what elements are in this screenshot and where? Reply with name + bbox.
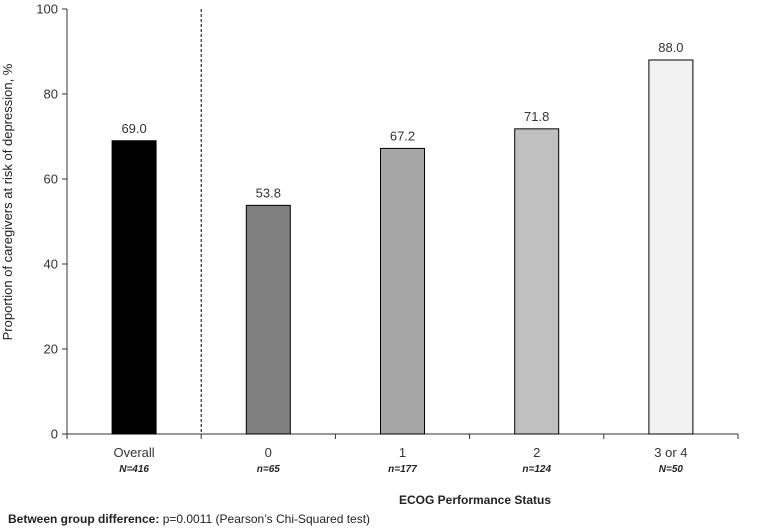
bar-0 [245, 204, 291, 435]
y-tick-label: 0 [51, 427, 58, 442]
sample-size-label: N=416 [119, 464, 149, 475]
bar-1 [380, 147, 425, 435]
x-tick-label: Overall [114, 445, 155, 460]
sample-size-label: n=177 [388, 464, 417, 475]
sample-size-label: n=65 [257, 464, 281, 475]
x-axis-title: ECOG Performance Status [399, 493, 551, 507]
data-label: 67.2 [390, 128, 415, 143]
x-tick-label: 3 or 4 [654, 445, 687, 460]
data-label: 71.8 [524, 109, 549, 124]
footnote: Between group difference: p=0.0011 (Pear… [8, 512, 370, 526]
sample-size-label: n=124 [522, 464, 551, 475]
y-tick-label: 40 [44, 257, 58, 272]
y-axis-title: Proportion of caregivers at risk of depr… [0, 63, 15, 340]
x-tick-label: 1 [399, 445, 406, 460]
y-axis: 0 20 40 60 80 100 [36, 2, 68, 442]
x-tick-label: 0 [265, 445, 272, 460]
sample-size-label: N=50 [659, 464, 684, 475]
data-label: 88.0 [658, 40, 683, 55]
y-tick-label: 80 [44, 87, 58, 102]
bar-3-or-4 [648, 59, 694, 435]
data-label: 53.8 [256, 185, 281, 200]
bar-2 [514, 128, 560, 435]
bar-overall [111, 140, 157, 435]
x-axis [66, 433, 739, 439]
footnote-label: Between group difference: [8, 512, 160, 526]
y-tick-label: 100 [36, 2, 58, 17]
data-label: 69.0 [121, 121, 146, 136]
bars: 69.0 Overall N=416 53.8 0 n=65 67.2 1 n=177 71.8 2… [111, 9, 694, 475]
footnote-text: p=0.0011 (Pearson’s Chi-Squared test) [159, 512, 371, 526]
y-tick-label: 20 [44, 342, 58, 357]
x-tick-label: 2 [533, 445, 540, 460]
y-tick-label: 60 [44, 172, 58, 187]
